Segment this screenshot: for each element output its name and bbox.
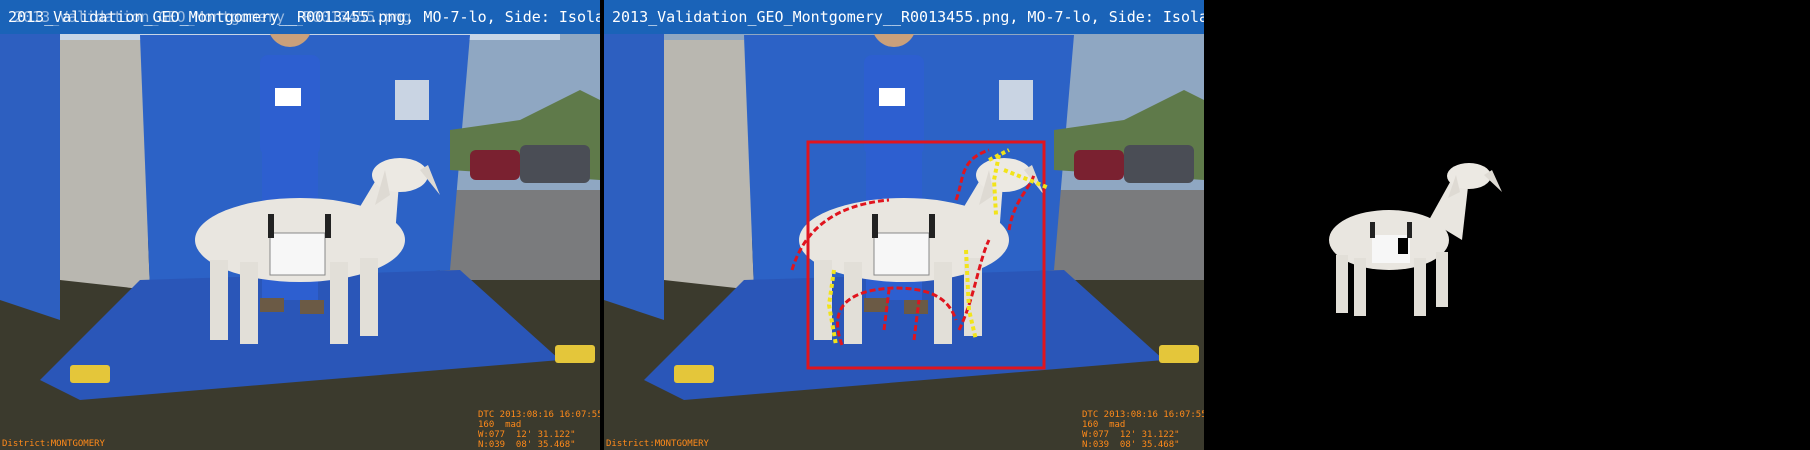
- panel-divider: [600, 0, 604, 450]
- stamp-line-3: W:077 12' 31.122": [1082, 430, 1180, 440]
- stamp-line-2: 160 mad: [478, 420, 522, 430]
- photo-scene-middle: [604, 0, 1204, 450]
- car-icon: [1074, 150, 1124, 180]
- gps-stamp: DTC 2013:08:16 16:07:55 160 mad W:077 12…: [478, 410, 600, 450]
- district-label: District:MONTGOMERY: [2, 439, 105, 449]
- dumbbell-icon: [674, 345, 1199, 383]
- tent-rear-wall: [664, 40, 754, 290]
- segmented-goat-icon: [1329, 163, 1502, 316]
- photo-scene-left: [0, 0, 600, 450]
- stamp-line-1: DTC 2013:08:16 16:07:55: [478, 410, 600, 420]
- dumbbell-icon: [70, 345, 595, 383]
- left-image-panel: 2013_Validation_GEO_Montgomery__R0013455…: [0, 0, 600, 450]
- foreground-scribbles: [826, 148, 1050, 346]
- goat-icon: [799, 158, 1044, 344]
- image-title-bar: 2013_Validation_GEO_Montgomery__R0013455…: [0, 0, 600, 34]
- stamp-line-2: 160 mad: [1082, 420, 1126, 430]
- segmented-goat-scene: [1204, 0, 1810, 450]
- car-icon: [470, 150, 520, 180]
- stamp-line-4: N:039 08' 35.468": [478, 440, 576, 450]
- color-card-icon: [395, 80, 429, 120]
- district-label: District:MONTGOMERY: [606, 439, 709, 449]
- middle-image-panel: 2013_Validation_GEO_Montgomery__R0013455…: [604, 0, 1204, 450]
- tent-side-wall: [0, 30, 60, 320]
- gps-stamp: DTC 2013:08:16 16:07:55 160 mad W:077 12…: [1082, 410, 1204, 450]
- bounding-box: [806, 140, 1046, 370]
- stamp-line-4: N:039 08' 35.468": [1082, 440, 1180, 450]
- segmentation-result-panel: [1204, 0, 1810, 450]
- image-title-bar: 2013_Validation_GEO_Montgomery__R0013455…: [604, 0, 1204, 34]
- stamp-line-1: DTC 2013:08:16 16:07:55: [1082, 410, 1204, 420]
- floor-tarp: [40, 270, 560, 400]
- color-card-icon: [999, 80, 1033, 120]
- car-icon: [1124, 145, 1194, 183]
- car-icon: [520, 145, 590, 183]
- stamp-line-3: W:077 12' 31.122": [478, 430, 576, 440]
- image-title-overlap: 2013_Validation_GEO_Montgomery__R0013455…: [14, 8, 412, 26]
- image-title: 2013_Validation_GEO_Montgomery__R0013455…: [8, 8, 600, 26]
- background-scribbles: [790, 148, 1036, 346]
- tent-side-wall: [604, 30, 664, 320]
- tent-rear-wall: [60, 40, 150, 290]
- goat-icon: [195, 158, 440, 344]
- image-title: 2013_Validation_GEO_Montgomery__R0013455…: [612, 8, 1204, 26]
